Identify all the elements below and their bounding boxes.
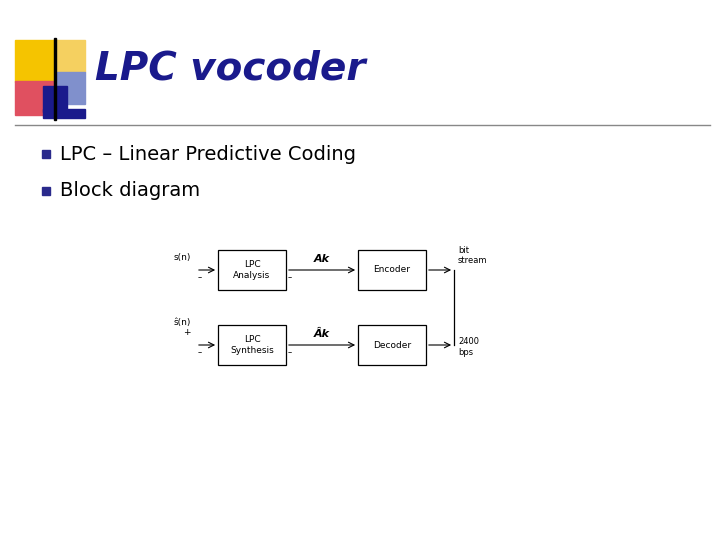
Text: LPC vocoder: LPC vocoder [95,49,366,87]
Text: Ak: Ak [314,254,330,264]
Bar [358,325,426,365]
Text: Âk: Âk [314,329,330,339]
Bar [358,250,426,290]
Bar [43,109,85,118]
Bar [218,250,286,290]
Text: s(n): s(n) [174,253,191,262]
Bar [218,325,286,365]
Bar [42,150,50,158]
Text: 2400
bps: 2400 bps [458,338,479,357]
Bar [42,187,50,195]
Bar [43,86,67,112]
Bar [57,40,85,72]
Text: –: – [288,348,292,357]
Text: –: – [198,348,202,357]
Bar [15,40,57,82]
Text: Encoder: Encoder [374,266,410,274]
Text: LPC
Synthesis: LPC Synthesis [230,335,274,355]
Text: ŝ(n)
+: ŝ(n) + [174,318,191,337]
Bar [57,72,85,104]
Text: LPC
Analysis: LPC Analysis [233,260,271,280]
Bar [54,38,56,120]
Text: –: – [198,273,202,282]
Text: –: – [288,273,292,282]
Text: bit
stream: bit stream [458,246,487,265]
Text: Decoder: Decoder [373,341,411,349]
Text: LPC – Linear Predictive Coding: LPC – Linear Predictive Coding [60,145,356,164]
Text: Block diagram: Block diagram [60,181,200,200]
Bar [15,81,57,115]
